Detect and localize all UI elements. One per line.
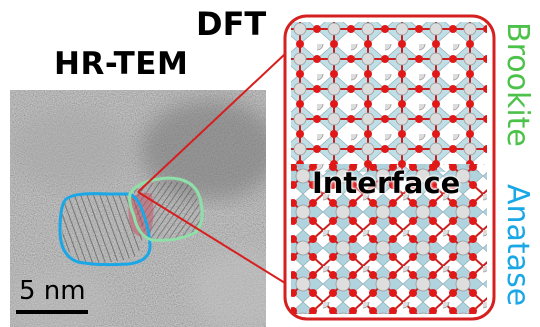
scale-bar bbox=[16, 310, 88, 314]
hrtem-image bbox=[10, 90, 266, 327]
dft-structure bbox=[283, 14, 496, 321]
brookite-outline bbox=[128, 176, 204, 242]
anatase-label: Anatase bbox=[500, 184, 535, 307]
hrtem-title: HR-TEM bbox=[54, 46, 189, 82]
scale-bar-label: 5 nm bbox=[19, 276, 86, 306]
interface-label: Interface bbox=[312, 166, 461, 200]
dft-title: DFT bbox=[196, 5, 267, 43]
brookite-label: Brookite bbox=[500, 22, 535, 147]
